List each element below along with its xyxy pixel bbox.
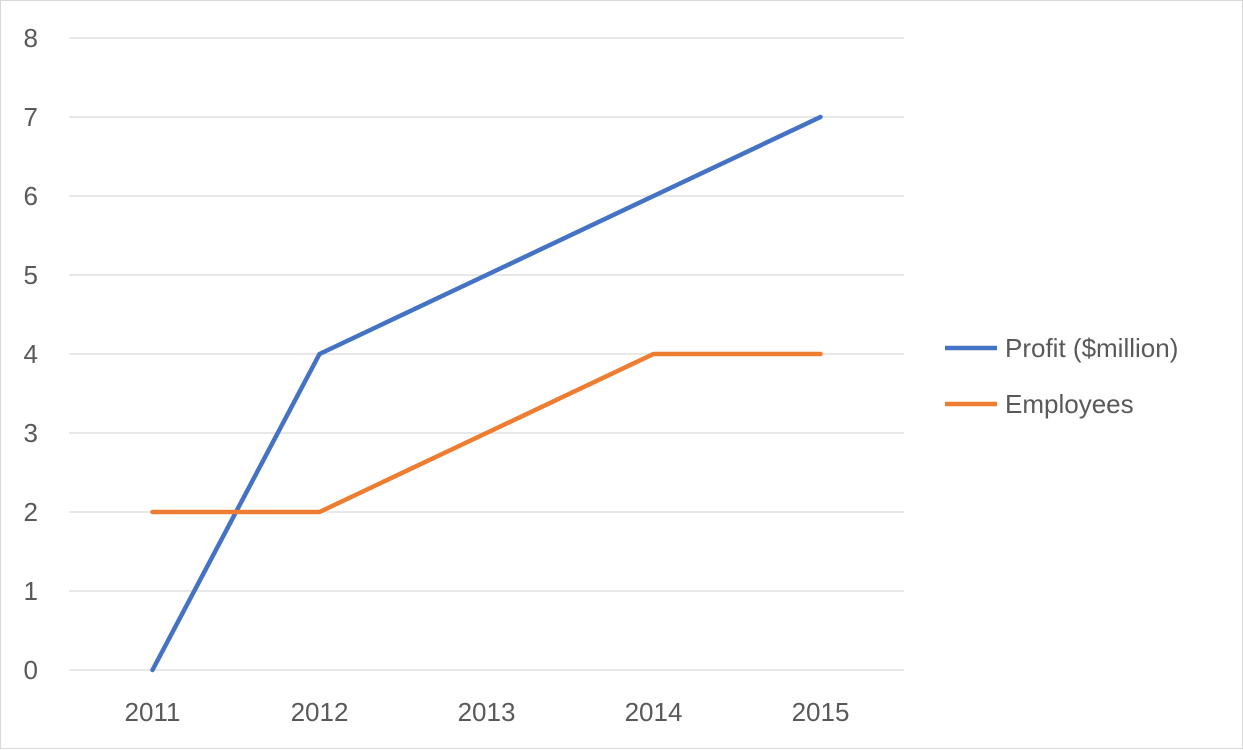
series-lines — [152, 117, 820, 670]
y-tick-label: 4 — [24, 339, 38, 369]
x-tick-label: 2015 — [792, 697, 850, 727]
x-axis: 2011 2012 2013 2014 2015 — [125, 697, 850, 727]
x-tick-label: 2011 — [125, 697, 181, 727]
y-tick-label: 3 — [24, 418, 38, 448]
y-tick-label: 5 — [24, 260, 38, 290]
series-line-0 — [153, 117, 821, 670]
legend-label: Employees — [1005, 389, 1134, 419]
y-tick-label: 8 — [24, 23, 38, 53]
legend: Profit ($million) Employees — [945, 333, 1178, 419]
y-tick-label: 0 — [24, 655, 38, 685]
x-tick-label: 2012 — [291, 697, 349, 727]
x-tick-label: 2013 — [458, 697, 516, 727]
y-tick-label: 6 — [24, 181, 38, 211]
legend-label: Profit ($million) — [1005, 333, 1178, 363]
y-tick-label: 7 — [24, 102, 38, 132]
y-axis: 0 1 2 3 4 5 6 7 8 — [24, 23, 38, 685]
y-tick-label: 1 — [24, 576, 38, 606]
y-tick-label: 2 — [24, 497, 38, 527]
x-tick-label: 2014 — [625, 697, 683, 727]
